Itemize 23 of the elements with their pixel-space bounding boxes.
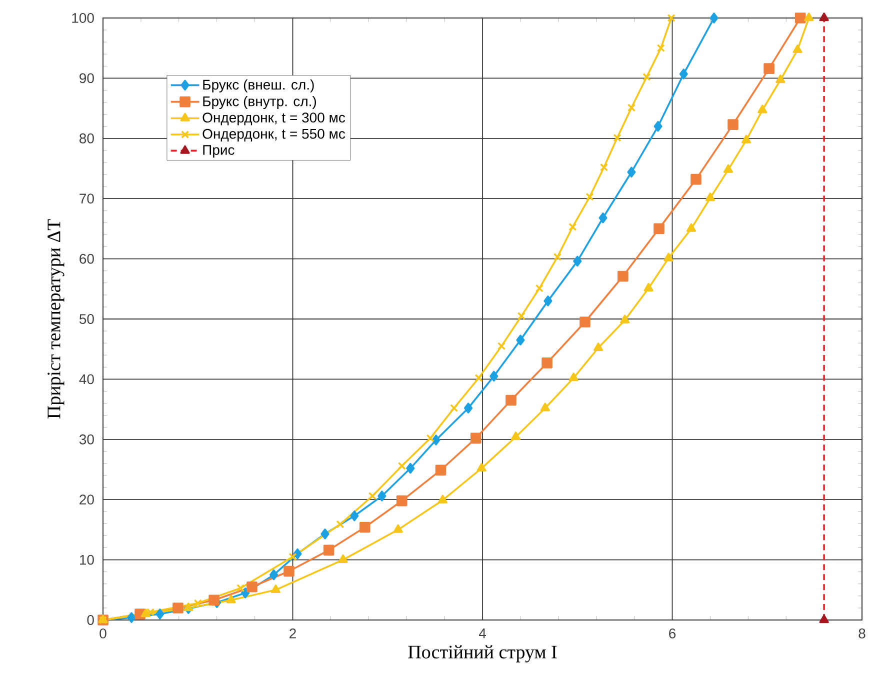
y-tick-label: 10: [80, 554, 94, 565]
y-tick-label: 90: [80, 73, 94, 84]
y-tick-label: 50: [79, 314, 94, 324]
y-tick-label: 60: [80, 254, 94, 264]
y-tick-label: 40: [79, 374, 94, 384]
y-tick-label: 0: [87, 615, 94, 625]
legend-label: Брукс (внутр. сл.): [203, 96, 316, 110]
x-tick-label: 4: [478, 628, 486, 638]
y-tick-label: 80: [80, 133, 94, 144]
y-tick-label: 100: [72, 13, 94, 23]
x-tick-label: 0: [100, 628, 106, 638]
legend-label: Ондердонк, t = 300 мс: [202, 112, 346, 126]
y-tick-label: 30: [79, 434, 94, 444]
legend-label: Брукс (внеш. сл.): [203, 79, 314, 92]
y-axis-title: Приріст температури ΔT: [48, 219, 64, 419]
legend-label: Ондердонк, t = 550 мс: [202, 128, 346, 142]
x-tick-label: 6: [669, 628, 676, 638]
x-tick-label: 8: [858, 628, 866, 638]
y-tick-label: 70: [80, 194, 94, 204]
y-tick-label: 20: [80, 494, 94, 505]
x-axis-title: Постійний струм I: [408, 645, 557, 662]
x-tick-label: 2: [290, 628, 296, 638]
legend-label: Прис: [203, 145, 234, 158]
